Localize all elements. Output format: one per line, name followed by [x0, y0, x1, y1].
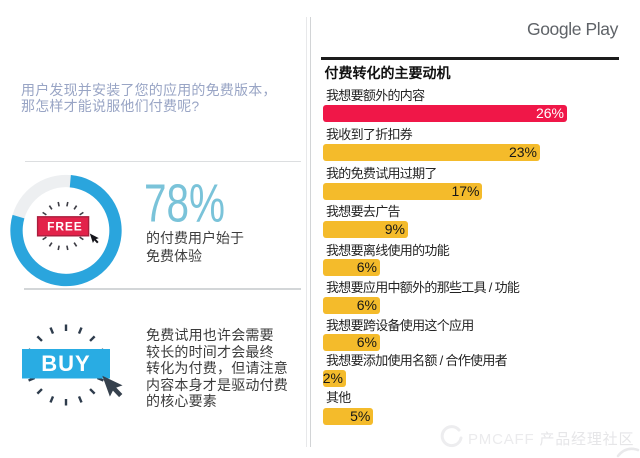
svg-text:FREE: FREE — [47, 220, 83, 234]
svg-text:BUY: BUY — [41, 351, 90, 376]
svg-text:78%: 78% — [144, 178, 225, 230]
